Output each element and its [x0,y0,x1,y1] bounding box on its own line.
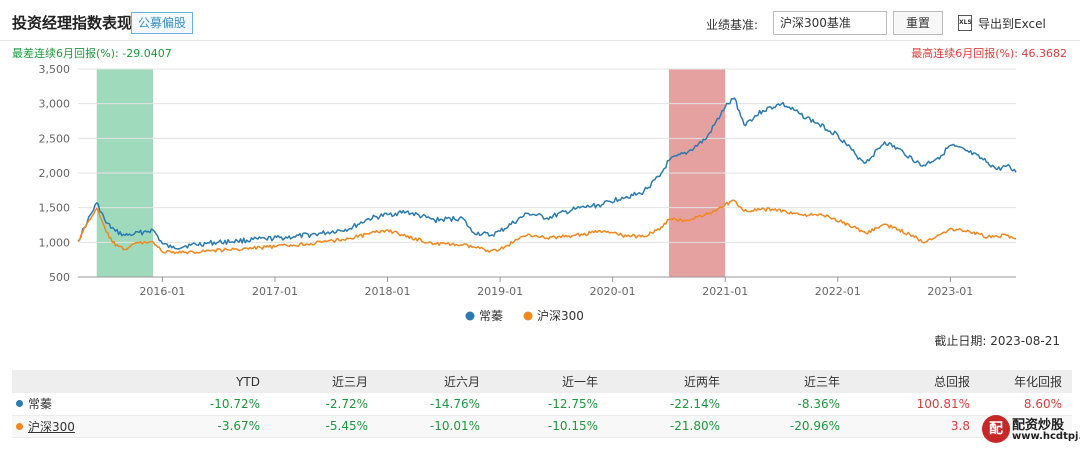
cutoff-date: 截止日期: 2023-08-21 [934,334,1060,348]
export-label: 导出到Excel [978,16,1046,31]
row-name-link[interactable]: 沪深300 [28,419,75,434]
col-1y: 近一年 [490,370,608,393]
y2-cell: -22.14% [608,393,730,416]
series-dot-icon [16,400,23,408]
row-name-cell: 沪深300 [12,415,142,438]
x-tick-label: 2022-01 [815,285,861,298]
m3-cell: -5.45% [270,415,378,438]
legend-marker-2 [523,311,533,321]
category-tag[interactable]: 公募偏股 [131,12,194,34]
series-line-2 [77,199,1017,255]
chart-legend: 常蓁 沪深300 [465,309,584,323]
annual-cell: 8.60% [980,393,1072,416]
y1-cell: -10.15% [490,415,608,438]
worst-6m-return: 最差连续6月回报(%): -29.0407 [12,47,172,60]
x-axis: 2016-01 2017-01 2018-01 2019-01 2020-01 2021-… [139,277,973,298]
x-tick-label: 2018-01 [365,285,411,298]
benchmark-label: 业绩基准: [706,18,759,32]
y-tick-label: 3,000 [39,98,71,111]
y-tick-label: 1,000 [39,236,71,249]
y-tick-label: 2,500 [39,132,71,145]
performance-table: YTD 近三月 近六月 近一年 近两年 近三年 总回报 年化回报 常蓁 -10.… [12,370,1072,438]
legend-marker-1 [465,311,475,321]
y-tick-label: 3,500 [39,63,71,76]
y-tick-label: 500 [49,271,70,284]
total-cell: 100.81% [850,393,980,416]
watermark-title: 配资炒股 [1012,418,1065,433]
table-header-row: YTD 近三月 近六月 近一年 近两年 近三年 总回报 年化回报 [12,370,1072,393]
excel-icon: XLS [958,15,972,31]
legend-label-2: 沪深300 [537,309,584,323]
row-name: 常蓁 [28,397,53,412]
y3-cell: -8.36% [730,393,850,416]
chart-grid [78,68,1016,278]
table-row: 常蓁 -10.72% -2.72% -14.76% -12.75% -22.14… [12,393,1072,416]
ytd-cell: -10.72% [142,393,270,416]
best-6m-return: 最高连续6月回报(%): 46.3682 [911,47,1067,60]
page-title: 投资经理指数表现 [12,14,133,32]
watermark-url: www.hcdtpj.com [1012,431,1080,442]
row-name-cell: 常蓁 [12,393,142,416]
col-annual: 年化回报 [980,370,1072,393]
y-tick-label: 2,000 [39,167,71,180]
m3-cell: -2.72% [270,393,378,416]
col-3y: 近三年 [730,370,850,393]
x-tick-label: 2016-01 [139,285,185,298]
col-2y: 近两年 [608,370,730,393]
col-ytd: YTD [142,370,270,393]
series-lines [77,97,1017,255]
y3-cell: -20.96% [730,415,850,438]
watermark-logo-icon: 配 [982,415,1010,443]
y2-cell: -21.80% [608,415,730,438]
performance-chart: 3,500 3,000 2,500 2,000 1,500 1,000 500 2016-0… [39,63,1017,323]
series-line-1 [77,97,1017,250]
header-divider [0,40,1080,41]
export-excel-button[interactable]: XLS 导出到Excel [958,13,1046,33]
col-3m: 近三月 [270,370,378,393]
x-tick-label: 2020-01 [590,285,636,298]
x-tick-label: 2023-01 [927,285,973,298]
legend-label-1: 常蓁 [479,309,503,323]
y-tick-label: 1,500 [39,202,71,215]
ytd-cell: -3.67% [142,415,270,438]
col-6m: 近六月 [378,370,490,393]
table-row: 沪深300 -3.67% -5.45% -10.01% -10.15% -21.… [12,415,1072,438]
x-tick-label: 2019-01 [477,285,523,298]
total-cell: 3.8 [850,415,980,438]
y-axis: 3,500 3,000 2,500 2,000 1,500 1,000 500 [39,63,71,284]
reset-button[interactable]: 重置 [893,11,943,35]
m6-cell: -10.01% [378,415,490,438]
col-name [12,370,142,393]
x-tick-label: 2017-01 [252,285,298,298]
watermark: 配 配资炒股 www.hcdtpj.com [982,413,1080,445]
x-tick-label: 2021-01 [702,285,748,298]
series-dot-icon [16,422,23,430]
m6-cell: -14.76% [378,393,490,416]
col-total: 总回报 [850,370,980,393]
benchmark-select[interactable]: 沪深300基准 [773,11,887,35]
header: 投资经理指数表现 公募偏股 业绩基准: 沪深300基准 重置 XLS 导出到Ex… [0,0,1080,44]
y1-cell: -12.75% [490,393,608,416]
